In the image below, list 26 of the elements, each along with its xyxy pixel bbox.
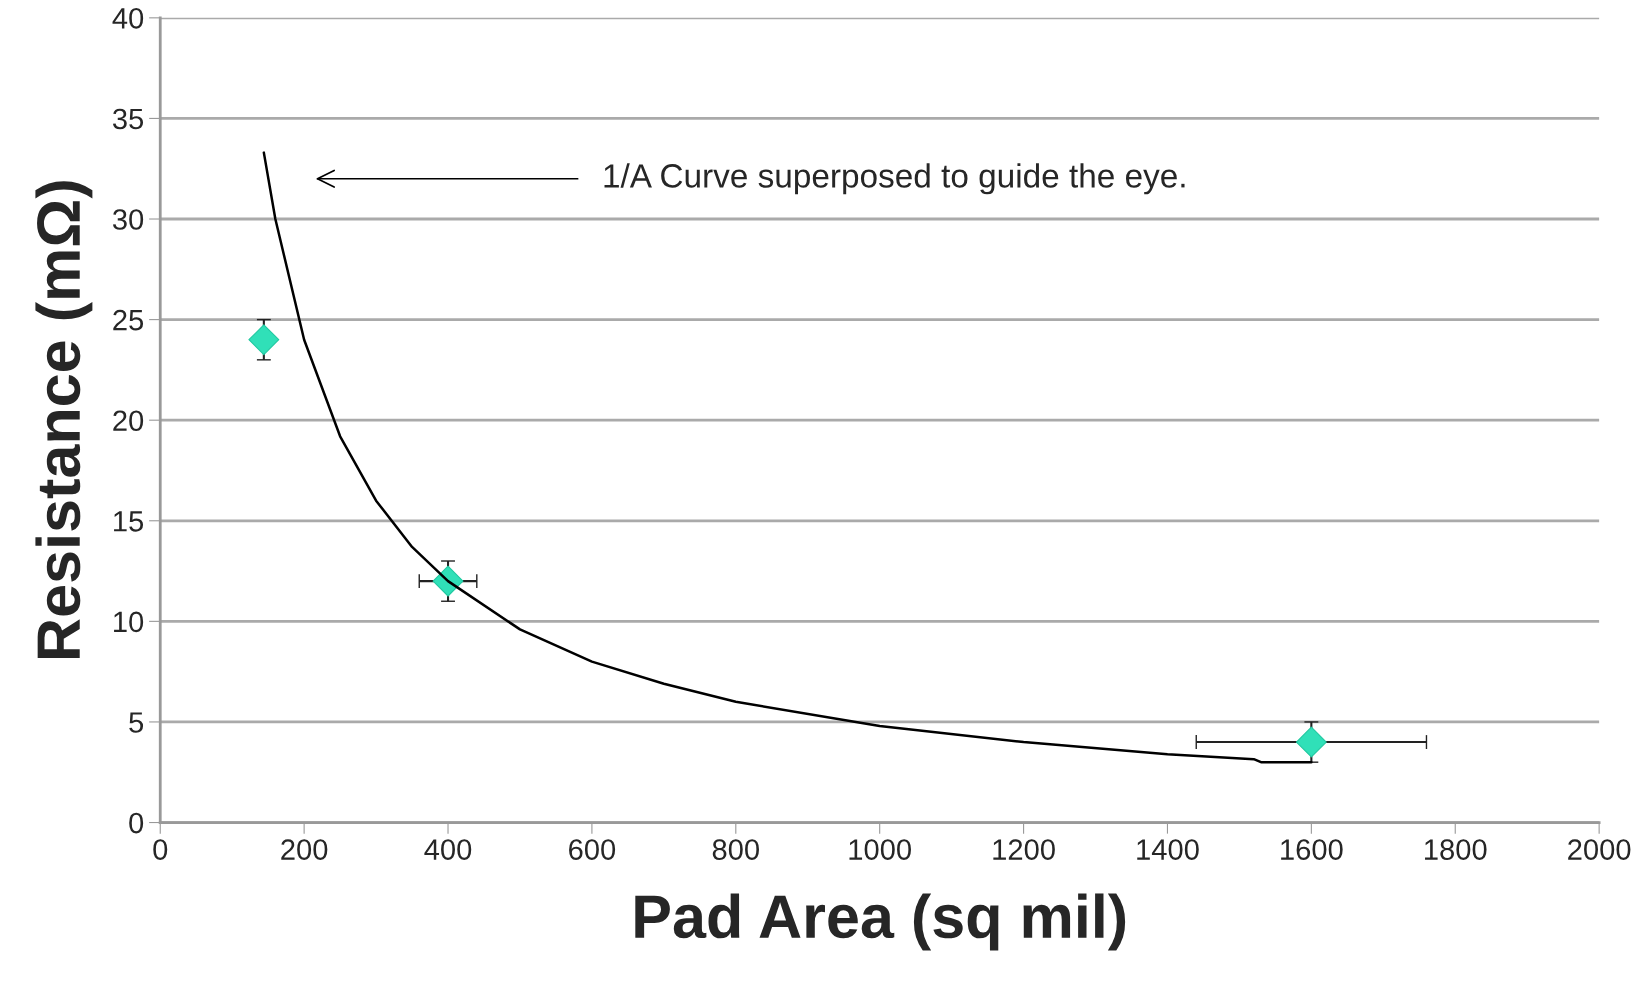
y-tick-label: 35 [112, 108, 144, 130]
x-tick-label: 1200 [993, 839, 1055, 860]
x-tick-label: 1400 [1137, 839, 1199, 860]
y-tick-label: 10 [114, 611, 144, 633]
y-tick-label: 15 [114, 511, 144, 532]
line-series [262, 151, 1313, 764]
y-tick-label: 40 [112, 8, 144, 29]
annotation: 1/A Curve superposed to guide the eye. [604, 163, 1185, 195]
y-tick-label: 0 [129, 812, 144, 834]
x-tick-label: 400 [424, 839, 472, 860]
point [1295, 726, 1327, 758]
y-tick-label: 25 [113, 309, 144, 331]
x-tick-label: 200 [281, 839, 328, 860]
x-tick-label: 0 [153, 839, 168, 860]
x-tick-label: 1000 [849, 839, 911, 860]
point [248, 324, 280, 356]
x-tick-label: 2000 [1568, 839, 1631, 860]
y-axis-title: Resistance (mΩ) [35, 181, 93, 658]
x-tick-label: 1800 [1425, 839, 1487, 860]
x-tick-label: 600 [569, 839, 616, 860]
y-tick-label: 30 [112, 209, 144, 230]
x-tick-label: 1600 [1281, 839, 1343, 860]
x-tick-label: 800 [712, 839, 759, 860]
y-tick-label: 20 [113, 410, 144, 432]
x-axis-title: Pad Area (sq mil) [635, 893, 1126, 951]
y-tick-label: 5 [129, 712, 144, 733]
